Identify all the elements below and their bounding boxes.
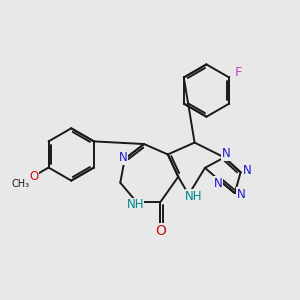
Text: NH: NH: [185, 190, 203, 202]
Text: O: O: [29, 170, 38, 183]
Text: NH: NH: [126, 199, 144, 212]
Text: O: O: [155, 224, 166, 238]
Text: N: N: [119, 151, 128, 164]
Text: N: N: [243, 164, 252, 177]
Text: CH₃: CH₃: [11, 179, 29, 189]
Text: N: N: [221, 147, 230, 161]
Text: F: F: [234, 66, 242, 79]
Text: N: N: [237, 188, 246, 201]
Text: N: N: [214, 177, 223, 190]
